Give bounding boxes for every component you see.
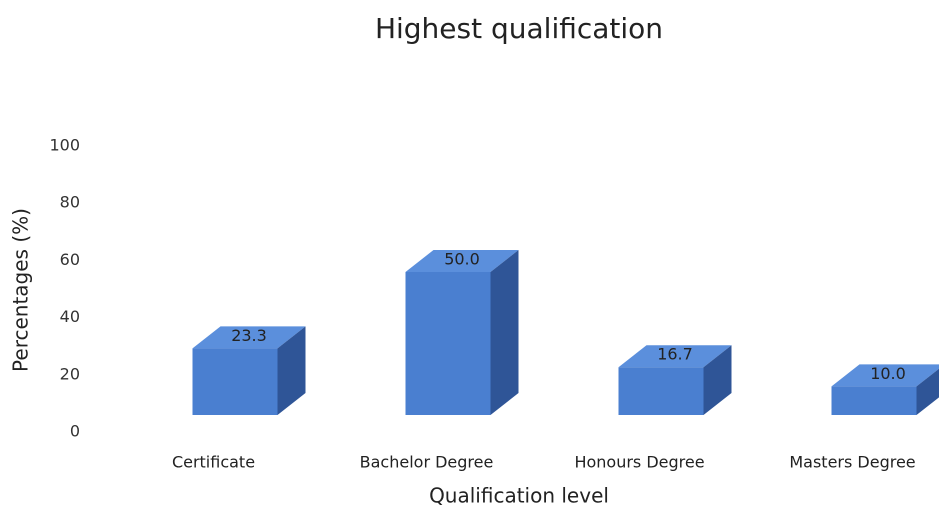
y-tick-label: 60 [60,250,80,269]
x-tick-label: Masters Degree [789,453,915,472]
bar [618,345,732,415]
bar-face [703,345,732,415]
value-label: 10.0 [870,364,906,383]
x-tick-label: Bachelor Degree [360,453,494,472]
chart-title: Highest qualification [375,12,663,45]
bar-face [618,367,704,415]
bar-face [916,368,939,415]
x-axis-label: Qualification level [429,484,609,508]
bar-face [277,326,306,415]
bar-face [192,326,306,349]
bar-face [405,250,519,272]
value-label: 16.7 [657,345,693,364]
value-label: 50.0 [444,250,480,269]
bar-face [405,272,491,415]
bar-face [831,364,939,387]
bar-face [831,386,917,415]
y-tick-label: 40 [60,307,80,326]
value-label: 23.3 [231,326,267,345]
bar [831,364,939,415]
x-tick-label: Honours Degree [574,453,704,472]
y-tick-label: 20 [60,364,80,383]
y-tick-label: 0 [70,422,80,441]
bar-face [618,345,732,368]
bar [192,326,306,415]
x-tick-label: Certificate [172,453,255,472]
bar-face [192,348,278,415]
y-axis-label: Percentages (%) [9,208,33,372]
y-tick-label: 80 [60,193,80,212]
bar-face [490,250,519,415]
y-tick-label: 100 [49,136,80,155]
bar [405,250,519,415]
